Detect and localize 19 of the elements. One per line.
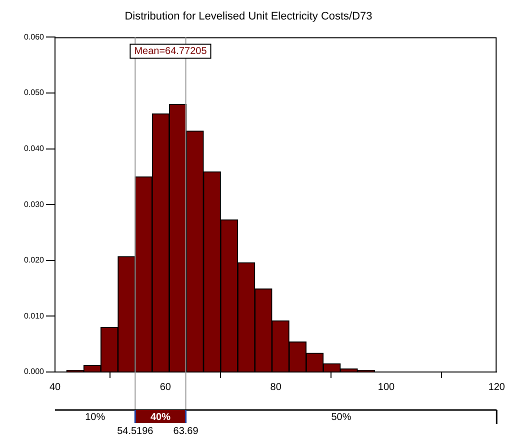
text: 50% (331, 412, 352, 423)
chart-title: Distribution for Levelised Unit Electricity Costs/D73 (124, 10, 372, 23)
annotation: Mean=64.77205 (134, 46, 208, 57)
text: 10% (85, 412, 106, 423)
y-tick-label: 0.020 (24, 256, 45, 265)
x-tick-label: 60 (160, 382, 172, 393)
y-tick-label: 0.060 (24, 32, 45, 42)
x-tick-label: 80 (270, 382, 282, 393)
y-tick-label: 0.040 (24, 144, 45, 154)
y-tick-label: 0.000 (24, 367, 45, 376)
x-tick-label: 120 (488, 382, 506, 393)
x-tick-label: 100 (378, 382, 396, 393)
ref-line-label: 63.69 (173, 426, 199, 437)
ref-line-label: 54.5196 (117, 426, 154, 437)
x-tick-label: 40 (49, 382, 61, 393)
text: 40% (150, 412, 171, 423)
y-tick-label: 0.050 (24, 88, 45, 98)
y-tick-label: 0.030 (24, 200, 45, 209)
y-tick-label: 0.010 (24, 311, 45, 320)
